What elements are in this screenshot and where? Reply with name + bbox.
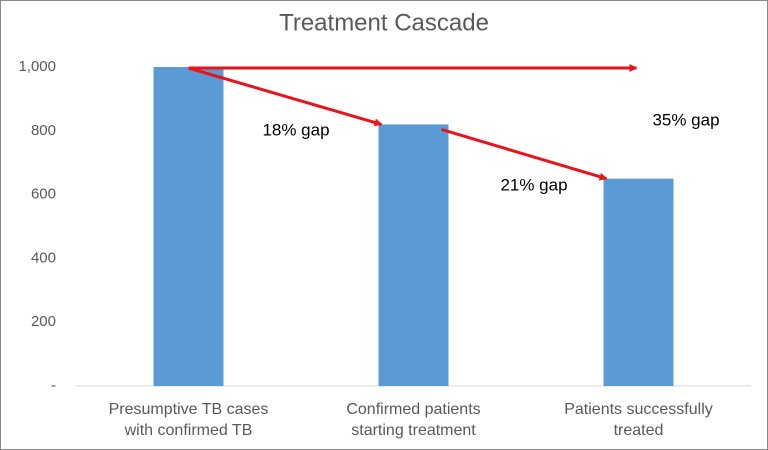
x-tick-label: Patients successfully treated	[564, 401, 713, 439]
x-tick-label: Presumptive TB cases with confirmed TB	[108, 401, 269, 439]
x-tick-label: Confirmed patients starting treatment	[346, 401, 481, 439]
y-tick-label: 400	[31, 249, 56, 266]
bar	[603, 178, 674, 386]
chart-title: Treatment Cascade	[279, 9, 489, 36]
bar	[378, 124, 449, 387]
y-tick-label: 1,000	[18, 58, 56, 75]
annotation: 18% gap	[262, 120, 329, 139]
y-tick-label: -	[51, 377, 56, 394]
annotation: 35% gap	[652, 110, 719, 129]
y-tick-label: 800	[31, 122, 56, 139]
y-tick-label: 600	[31, 186, 56, 203]
annotation: 21% gap	[500, 175, 567, 194]
y-tick-label: 200	[31, 313, 56, 330]
bar	[153, 67, 224, 386]
gap-arrow	[188, 66, 383, 127]
gap-arrow	[441, 127, 608, 181]
